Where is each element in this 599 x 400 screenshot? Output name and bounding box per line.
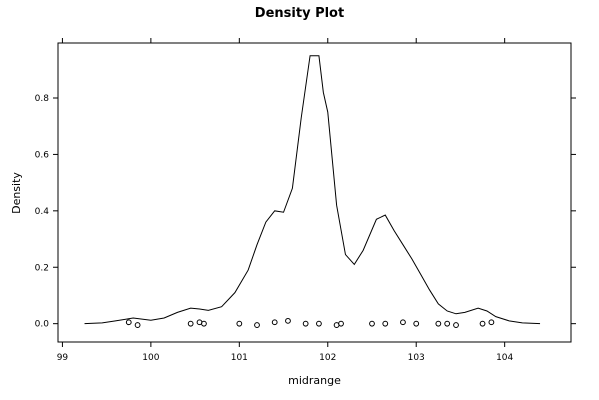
rug-point xyxy=(453,322,459,328)
rug-point xyxy=(382,320,389,327)
rug-point xyxy=(369,320,375,327)
rug-point xyxy=(271,319,278,326)
rug-point xyxy=(236,320,243,327)
rug-point xyxy=(488,319,495,326)
x-tick-label: 100 xyxy=(142,353,159,363)
y-tick-label: 0.2 xyxy=(35,263,49,273)
rug-point xyxy=(254,322,260,328)
rug-point xyxy=(413,320,420,327)
x-tick-label: 104 xyxy=(496,353,513,363)
x-axis-label: midrange xyxy=(288,374,341,387)
x-tick-label: 101 xyxy=(231,353,248,363)
x-tick-label: 102 xyxy=(319,353,336,363)
x-tick-label: 99 xyxy=(57,353,69,363)
rug-point xyxy=(187,320,194,327)
rug-point xyxy=(201,320,207,327)
rug-point xyxy=(479,320,486,327)
rug-points xyxy=(125,317,495,328)
rug-point xyxy=(338,320,344,327)
y-axis-label: Density xyxy=(10,172,23,214)
y-tick-label: 0.0 xyxy=(35,320,50,330)
rug-point xyxy=(444,320,451,327)
rug-point xyxy=(400,319,406,326)
axis-ticks xyxy=(53,38,576,347)
x-tick-label: 103 xyxy=(408,353,425,363)
density-line xyxy=(84,55,541,325)
y-tick-label: 0.6 xyxy=(35,150,50,160)
rug-point xyxy=(134,322,141,328)
rug-point xyxy=(125,319,132,326)
rug-point xyxy=(302,320,309,327)
axis-tick-labels: 99 100 101 102 103 104 0.0 0.2 0.4 0.6 0.8 xyxy=(35,94,514,363)
rug-point xyxy=(435,320,442,327)
chart-title: Density Plot xyxy=(255,6,344,21)
y-tick-label: 0.8 xyxy=(35,94,50,104)
plot-frame xyxy=(57,42,572,343)
y-tick-label: 0.4 xyxy=(35,207,50,217)
rug-point xyxy=(285,317,291,324)
rug-point xyxy=(316,320,322,327)
